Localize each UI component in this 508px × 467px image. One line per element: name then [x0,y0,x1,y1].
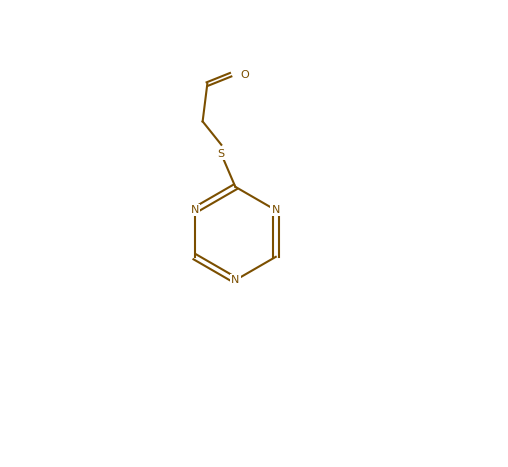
Text: S: S [218,149,225,159]
Text: N: N [190,205,199,215]
Text: N: N [231,275,239,285]
Text: O: O [240,70,249,80]
Text: N: N [272,205,280,215]
